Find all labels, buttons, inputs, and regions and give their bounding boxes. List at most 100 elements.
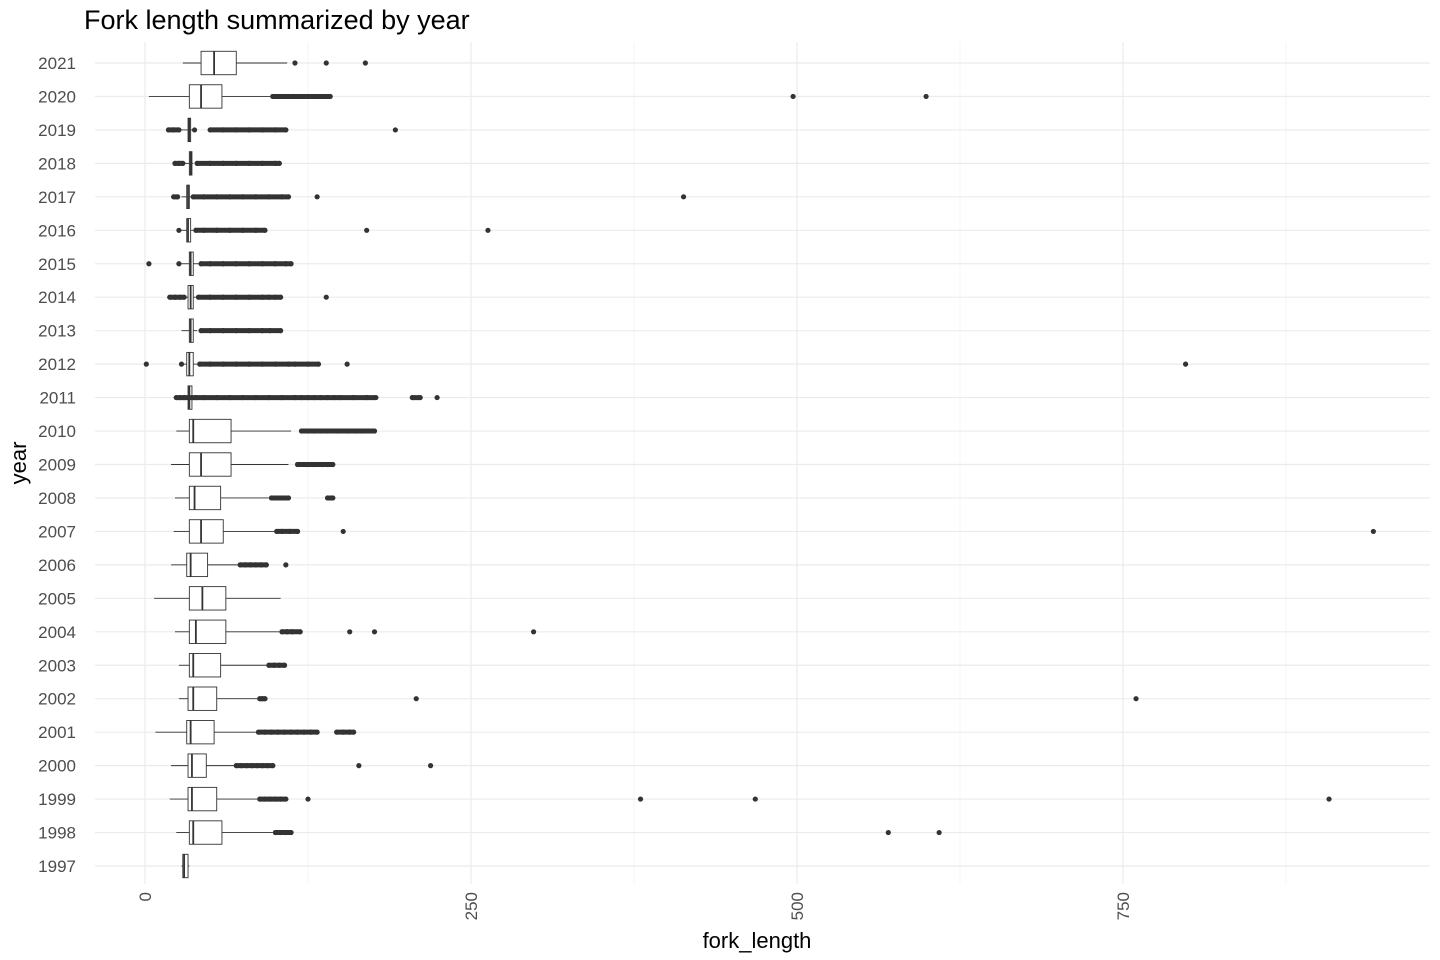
box-iqr — [186, 552, 209, 578]
outlier-point — [790, 93, 796, 100]
box-2020 — [148, 84, 929, 109]
y-tick-label: 2012 — [38, 355, 76, 374]
box-iqr — [188, 452, 232, 477]
y-tick-label: 1997 — [38, 857, 76, 876]
box-iqr — [187, 786, 218, 812]
box-iqr — [188, 586, 227, 611]
outlier-point — [392, 127, 398, 133]
outlier-point — [923, 93, 929, 100]
outlier-point — [292, 60, 298, 66]
box-2017 — [171, 184, 687, 209]
outlier-point — [434, 394, 440, 401]
y-tick-label: 2016 — [38, 221, 76, 240]
box-2014 — [167, 285, 329, 310]
outlier-point — [323, 60, 329, 66]
outlier-point — [936, 829, 942, 836]
box-2016 — [176, 218, 491, 243]
box-2018 — [172, 151, 282, 176]
outlier-point — [344, 361, 350, 367]
outlier-point — [1370, 528, 1376, 535]
box-iqr — [188, 519, 224, 544]
outlier-point — [176, 227, 182, 233]
y-tick-label: 2010 — [38, 422, 76, 441]
outlier-point — [340, 528, 346, 535]
outlier-point — [314, 194, 320, 200]
y-tick-labels: 1997 1998 1999 2000 2001 2002 2003 2004 2005 2006… — [38, 54, 76, 876]
outlier-point — [752, 796, 758, 802]
box-2002 — [178, 686, 1139, 711]
y-tick-label: 2007 — [38, 522, 76, 541]
y-tick-label: 2014 — [38, 288, 76, 307]
y-tick-label: 2021 — [38, 54, 76, 73]
box-2010 — [176, 418, 378, 444]
outlier-point — [427, 763, 434, 769]
y-tick-label: 2000 — [38, 757, 76, 776]
y-tick-label: 2001 — [38, 723, 76, 742]
box-iqr — [187, 753, 207, 778]
x-tick-label: 250 — [462, 892, 481, 920]
outlier-point — [413, 696, 419, 702]
box-iqr — [200, 50, 237, 76]
outlier-point — [362, 60, 368, 66]
box-2007 — [173, 519, 1376, 544]
box-iqr — [188, 619, 227, 644]
outlier-point — [283, 562, 289, 568]
box-2019 — [165, 117, 398, 143]
box-2005 — [154, 586, 281, 611]
box-2000 — [171, 753, 434, 778]
outlier-point — [885, 829, 891, 836]
box-iqr — [187, 686, 218, 711]
outlier-point — [191, 127, 198, 133]
x-tick-label: 500 — [788, 892, 807, 920]
y-tick-label: 2015 — [38, 255, 76, 274]
y-tick-label: 2011 — [39, 389, 76, 408]
outlier-point — [637, 796, 644, 802]
y-tick-label: 2002 — [38, 690, 76, 709]
y-tick-label: 2017 — [38, 188, 76, 207]
outlier-point — [146, 261, 152, 267]
box-iqr — [188, 418, 232, 444]
x-axis-title: fork_length — [703, 928, 812, 953]
box-1999 — [169, 786, 1332, 812]
box-2003 — [178, 653, 288, 678]
y-tick-label: 2005 — [38, 589, 76, 608]
outlier-point — [1182, 361, 1189, 367]
box-2008 — [174, 485, 336, 511]
box-2021 — [182, 50, 368, 76]
box-2012 — [143, 351, 1189, 377]
box-1997 — [181, 853, 190, 879]
outlier-point — [371, 629, 378, 635]
outlier-point — [1326, 796, 1332, 802]
y-tick-label: 1999 — [38, 790, 76, 809]
outlier-point — [485, 227, 491, 233]
x-tick-labels: 0 250 500 750 — [136, 892, 1133, 920]
outlier-point — [1133, 696, 1139, 702]
y-tick-label: 2009 — [38, 456, 76, 475]
outlier-point — [530, 629, 537, 635]
outlier-point — [364, 227, 370, 233]
y-axis-title: year — [6, 442, 31, 485]
box-2011 — [173, 385, 440, 410]
y-tick-label: 2020 — [38, 87, 76, 106]
y-tick-label: 2013 — [38, 322, 76, 341]
box-1998 — [176, 820, 942, 845]
box-layer — [143, 50, 1376, 879]
box-iqr — [188, 653, 222, 678]
outlier-point — [143, 361, 149, 367]
x-tick-label: 750 — [1114, 892, 1133, 920]
box-iqr — [188, 485, 222, 511]
box-2004 — [174, 619, 537, 644]
box-iqr — [188, 820, 223, 845]
y-tick-label: 2008 — [38, 489, 76, 508]
box-iqr — [188, 84, 223, 109]
outlier-point — [347, 629, 353, 635]
outlier-point — [176, 261, 182, 267]
outlier-point — [323, 294, 329, 300]
y-tick-label: 2004 — [38, 623, 76, 642]
grid-layer — [95, 42, 1430, 884]
box-2013 — [181, 318, 284, 343]
y-tick-label: 2018 — [38, 154, 76, 173]
outlier-point — [680, 194, 687, 200]
box-2009 — [171, 452, 336, 477]
